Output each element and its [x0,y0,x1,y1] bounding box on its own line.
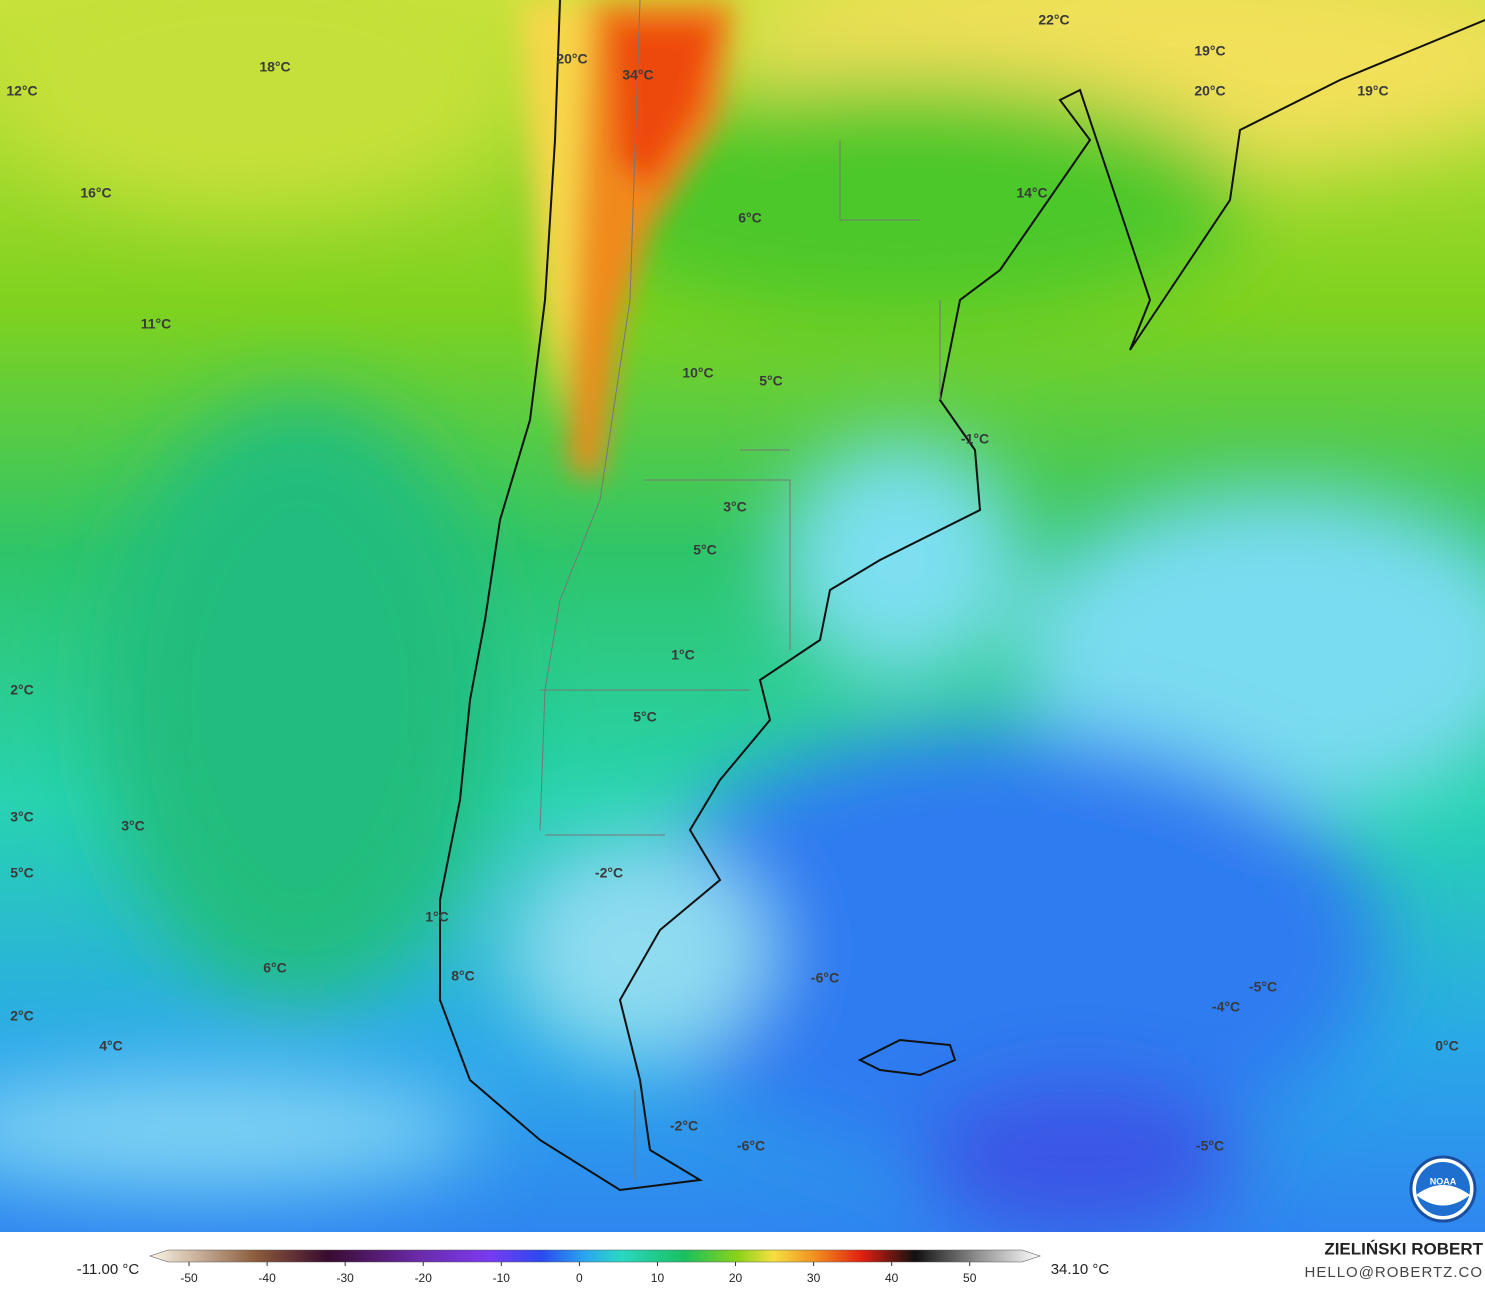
temperature-label: 1°C [425,909,449,925]
author-name: ZIELIŃSKI ROBERT [1324,1239,1483,1258]
max-label: 34.10 °C [1051,1261,1110,1278]
temperature-label: 10°C [682,365,713,381]
temperature-label: 19°C [1357,83,1388,99]
temperature-label: 5°C [633,709,657,725]
scale-tick-label: -30 [337,1271,355,1285]
scale-tick-label: 0 [576,1271,583,1285]
temperature-label: 19°C [1194,43,1225,59]
temperature-label: -6°C [737,1138,765,1154]
temperature-label: 6°C [263,960,287,976]
scale-tick-label: -10 [493,1271,511,1285]
temperature-label: 3°C [723,499,747,515]
min-label: -11.00 °C [77,1261,140,1278]
temperature-label: 34°C [622,67,653,83]
temperature-label: 2°C [10,682,34,698]
scale-tick-label: -40 [258,1271,276,1285]
temperature-label: 5°C [759,373,783,389]
temperature-label: 12°C [6,83,37,99]
logo-text: NOAA [1430,1176,1457,1186]
scale-tick-label: 40 [885,1271,899,1285]
temperature-label: 22°C [1038,12,1069,28]
temperature-label: 14°C [1016,185,1047,201]
temperature-label: -5°C [1249,979,1277,995]
temperature-label: 20°C [1194,83,1225,99]
temperature-label: -2°C [595,865,623,881]
scale-tick-label: -20 [415,1271,433,1285]
temperature-label: 5°C [693,542,717,558]
author-email: HELLO@ROBERTZ.CO [1305,1264,1483,1281]
scale-tick-label: 30 [807,1271,821,1285]
temperature-label: 0°C [1435,1038,1459,1054]
temperature-label: -1°C [961,431,989,447]
temperature-label: 2°C [10,1008,34,1024]
temperature-label: -5°C [1196,1138,1224,1154]
scale-tick-label: 10 [651,1271,665,1285]
temperature-label: 18°C [259,59,290,75]
temperature-label: 1°C [671,647,695,663]
temperature-label: -4°C [1212,999,1240,1015]
temperature-label: 3°C [121,818,145,834]
temperature-field [0,0,1485,1240]
temperature-label: -2°C [670,1118,698,1134]
temperature-label: 16°C [80,185,111,201]
temperature-label: 20°C [556,51,587,67]
scale-tick-label: -50 [180,1271,198,1285]
temperature-label: 4°C [99,1038,123,1054]
temperature-label: 8°C [451,968,475,984]
noaa-logo: NOAA [1409,1155,1477,1223]
scale-tick-label: 20 [729,1271,743,1285]
temperature-label: 6°C [738,210,762,226]
temperature-labels: 18°C 20°C 34°C 22°C 19°C 20°C 19°C 12°C 16°C 14°C… [6,12,1458,1154]
scale-tick-label: 50 [963,1271,977,1285]
color-bar [149,1249,1041,1263]
temperature-label: -6°C [811,970,839,986]
color-scale: -11.00 °C 34.10 °C -50 -40 -30 -20 -10 0 10 20 3… [77,1249,1110,1285]
temperature-label: 11°C [141,316,172,332]
temperature-label: 3°C [10,809,34,825]
temperature-label: 5°C [10,865,34,881]
